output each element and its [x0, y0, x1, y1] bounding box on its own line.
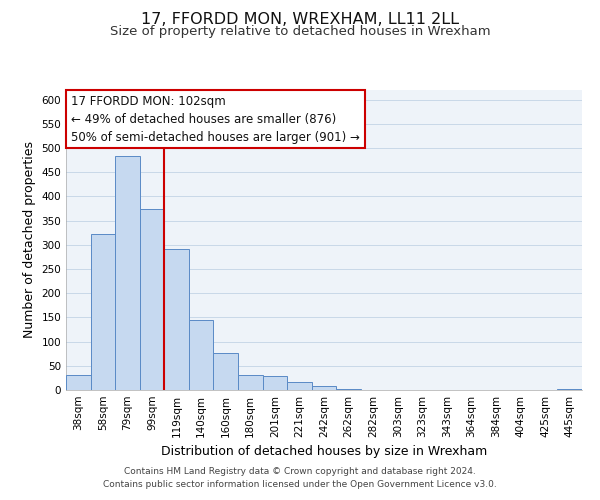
Bar: [164, 249, 189, 390]
Bar: [263, 376, 287, 390]
Text: 17 FFORDD MON: 102sqm
← 49% of detached houses are smaller (876)
50% of semi-det: 17 FFORDD MON: 102sqm ← 49% of detached …: [71, 94, 360, 144]
Text: Size of property relative to detached houses in Wrexham: Size of property relative to detached ho…: [110, 25, 490, 38]
Text: Contains public sector information licensed under the Open Government Licence v3: Contains public sector information licen…: [103, 480, 497, 489]
Bar: [115, 156, 140, 390]
X-axis label: Distribution of detached houses by size in Wrexham: Distribution of detached houses by size …: [161, 446, 487, 458]
Bar: [66, 374, 91, 390]
Bar: [189, 320, 214, 390]
Bar: [140, 208, 164, 390]
Y-axis label: Number of detached properties: Number of detached properties: [23, 142, 36, 338]
Bar: [287, 382, 312, 390]
Bar: [91, 234, 115, 390]
Text: 17, FFORDD MON, WREXHAM, LL11 2LL: 17, FFORDD MON, WREXHAM, LL11 2LL: [141, 12, 459, 28]
Bar: [214, 353, 238, 390]
Bar: [336, 389, 361, 390]
Bar: [557, 388, 582, 390]
Bar: [238, 374, 263, 390]
Text: Contains HM Land Registry data © Crown copyright and database right 2024.: Contains HM Land Registry data © Crown c…: [124, 467, 476, 476]
Bar: [312, 386, 336, 390]
